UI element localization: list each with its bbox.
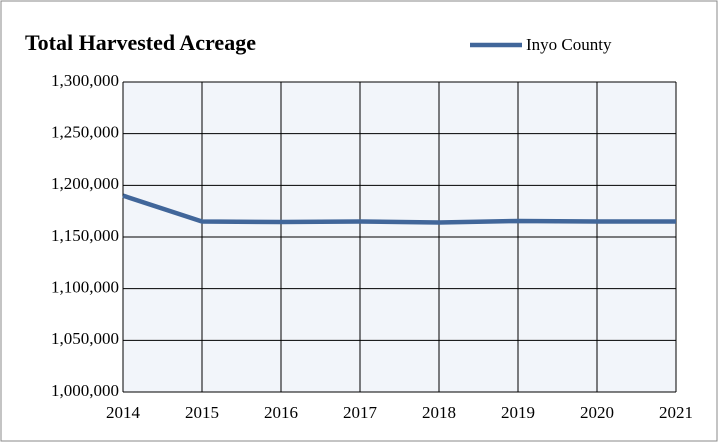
chart-title: Total Harvested Acreage (25, 30, 256, 55)
x-tick-label: 2016 (264, 403, 298, 422)
x-tick-label: 2021 (659, 403, 693, 422)
y-tick-label: 1,250,000 (51, 123, 119, 142)
x-tick-label: 2020 (580, 403, 614, 422)
x-tick-label: 2014 (106, 403, 141, 422)
y-tick-label: 1,100,000 (51, 278, 119, 297)
x-tick-label: 2019 (501, 403, 535, 422)
data-line (122, 193, 676, 225)
y-tick-label: 1,050,000 (51, 329, 119, 348)
x-tick-label: 2018 (422, 403, 456, 422)
y-tick-label: 1,300,000 (51, 71, 119, 90)
y-tick-label: 1,000,000 (51, 381, 119, 400)
y-tick-label: 1,150,000 (51, 226, 119, 245)
y-tick-label: 1,200,000 (51, 174, 119, 193)
x-tick-label: 2015 (185, 403, 219, 422)
x-tick-label: 2017 (343, 403, 378, 422)
legend-label: Inyo County (526, 35, 612, 54)
